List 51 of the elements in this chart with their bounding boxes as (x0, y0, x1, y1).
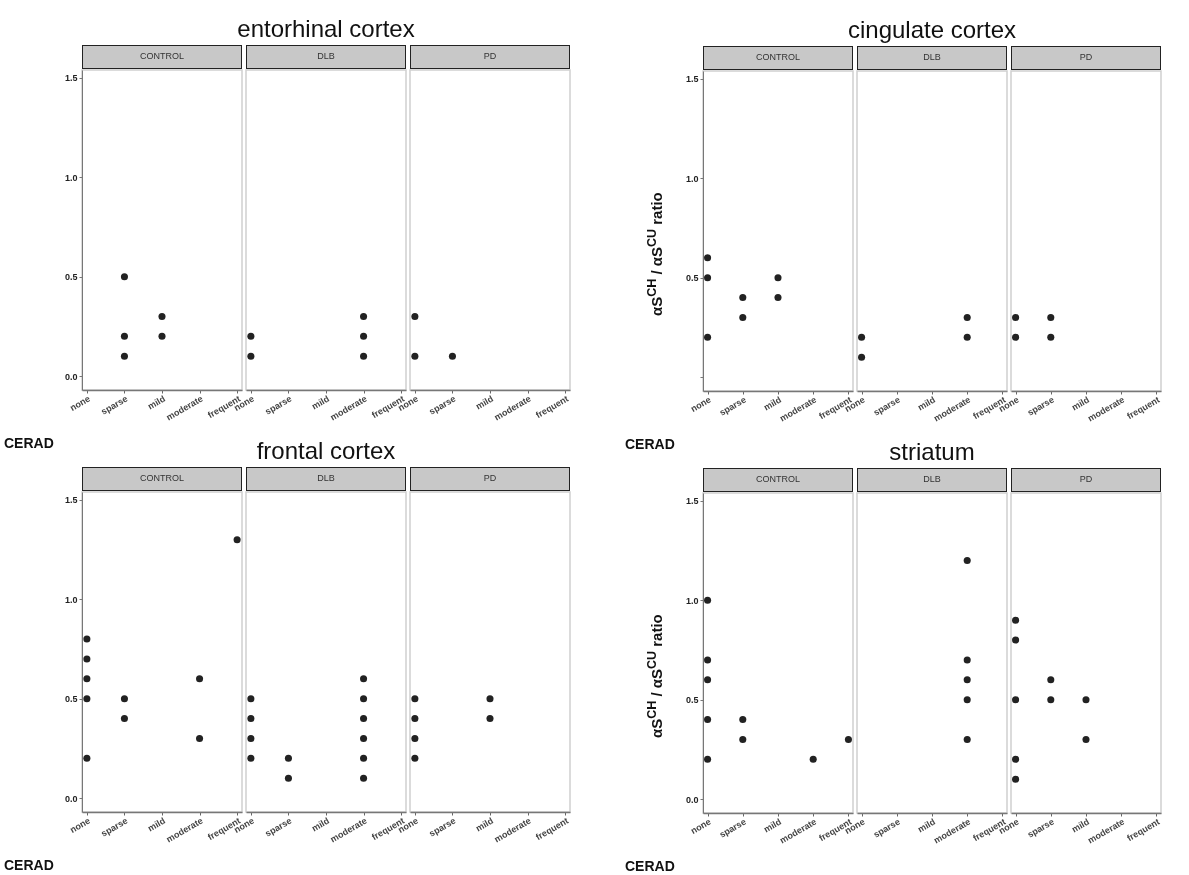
text: entorhinal cortex (236, 15, 416, 43)
x-tick-label: mild (145, 393, 167, 412)
y-tick-label: 1.0 (685, 173, 699, 184)
y-tick-label: 1.5 (685, 74, 699, 85)
text: striatum (888, 438, 976, 466)
chart-title: CONTROL (703, 46, 853, 70)
y-tick-label: 0.0 (64, 793, 78, 804)
y-tick-label: 0.5 (64, 272, 78, 283)
chart-title: CONTROL (82, 467, 242, 491)
y-tick-label: 0.5 (685, 695, 699, 706)
chart-title: PD (410, 467, 570, 491)
y-tick-label: 0.5 (64, 694, 78, 705)
chart-title: DLB (857, 46, 1007, 70)
x-axis-title: CERAD (4, 435, 54, 451)
y-tick-label: 1.5 (685, 496, 699, 507)
x-tick-label: mild (473, 393, 495, 412)
x-tick-label: none (688, 816, 713, 837)
chart-title: CONTROL (703, 468, 853, 492)
y-tick-label: 1.5 (64, 495, 78, 506)
x-tick-label: mild (761, 394, 783, 413)
x-tick-label: mild (145, 815, 167, 834)
x-axis-title: CERAD (4, 857, 54, 873)
y-tick-label: 1.0 (64, 172, 78, 183)
x-tick-label: none (68, 815, 92, 836)
chart-title: DLB (246, 45, 406, 69)
x-tick-label: mild (1069, 394, 1091, 413)
chart-title: PD (1011, 468, 1161, 492)
x-tick-label: mild (473, 815, 495, 834)
y-tick-label: 1.0 (685, 595, 699, 606)
x-tick-label: mild (915, 394, 937, 413)
y-tick-label: 1.5 (64, 73, 78, 84)
y-tick-label: 1.0 (64, 594, 78, 605)
chart-title: DLB (857, 468, 1007, 492)
y-tick-label: 0.5 (685, 273, 699, 284)
text: cingulate cortex (846, 16, 1018, 44)
chart-title: CONTROL (82, 45, 242, 69)
x-axis-title: CERAD (625, 858, 675, 874)
y-tick-label: 0.0 (685, 794, 699, 805)
x-axis-title: CERAD (625, 436, 675, 452)
x-tick-label: mild (309, 815, 331, 834)
x-tick-label: none (68, 393, 92, 414)
chart-title: DLB (246, 467, 406, 491)
chart-title: PD (1011, 46, 1161, 70)
text: frontal cortex (255, 437, 397, 465)
x-tick-label: mild (309, 393, 331, 412)
x-tick-label: none (688, 394, 713, 415)
x-tick-label: mild (1069, 816, 1091, 835)
y-tick-label: 0.0 (64, 371, 78, 382)
x-tick-label: mild (761, 816, 783, 835)
chart-title: PD (410, 45, 570, 69)
x-tick-label: mild (915, 816, 937, 835)
